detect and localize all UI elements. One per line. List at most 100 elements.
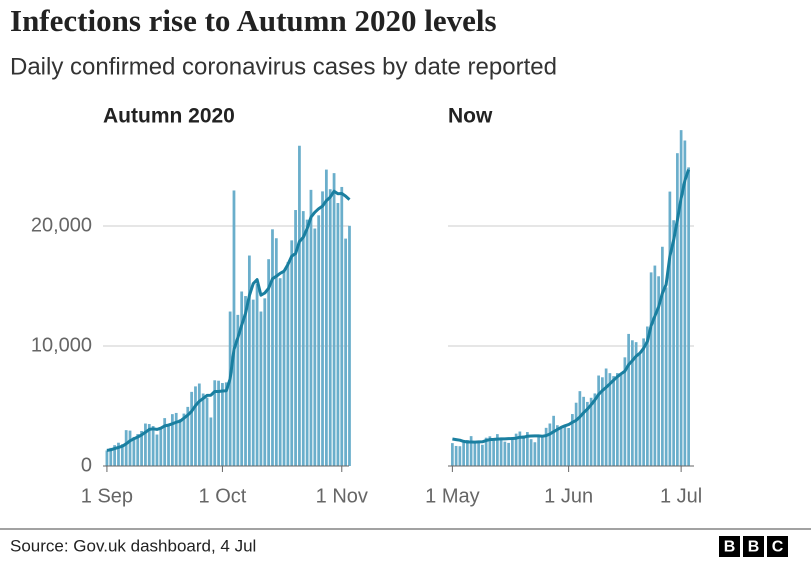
- bar: [186, 406, 190, 466]
- bar: [109, 447, 113, 466]
- bar: [537, 436, 540, 466]
- logo-letter: C: [772, 539, 784, 556]
- bar: [563, 425, 567, 466]
- bar: [228, 311, 232, 466]
- x-tick-label: 1 Jul: [660, 485, 702, 507]
- bar: [328, 189, 332, 466]
- bar: [305, 219, 309, 466]
- y-tick-label: 10,000: [31, 334, 92, 356]
- bar: [167, 425, 170, 466]
- bar: [117, 442, 120, 466]
- bar: [105, 450, 109, 466]
- bar: [182, 413, 186, 466]
- logo-letter: B: [748, 539, 760, 556]
- bar: [324, 169, 328, 466]
- bar: [488, 436, 492, 466]
- bar: [687, 167, 690, 466]
- bar: [458, 446, 462, 466]
- x-tick-label: 1 Oct: [199, 485, 247, 507]
- source: Source: Gov.uk dashboard, 4 Jul: [10, 536, 256, 555]
- bar: [244, 296, 247, 466]
- bar: [496, 434, 499, 466]
- bar: [209, 417, 213, 466]
- bar: [589, 397, 593, 466]
- bar: [128, 430, 132, 466]
- bar: [221, 383, 224, 466]
- bar: [672, 220, 675, 466]
- bar: [263, 298, 267, 466]
- chart-title: Infections rise to Autumn 2020 levels: [10, 3, 497, 38]
- bar: [548, 423, 552, 466]
- bar: [321, 191, 324, 466]
- bar: [499, 439, 503, 466]
- bar: [646, 326, 649, 466]
- bar: [217, 380, 220, 466]
- bar: [676, 153, 679, 466]
- bar: [582, 396, 585, 466]
- bar: [298, 145, 301, 466]
- bar: [290, 240, 294, 466]
- bar: [586, 401, 589, 466]
- bar: [348, 225, 351, 466]
- bar: [454, 445, 458, 466]
- bar: [559, 427, 563, 466]
- bar: [552, 415, 555, 466]
- bar: [529, 439, 533, 466]
- x-tick-label: 1 Jun: [544, 485, 593, 507]
- bar: [120, 444, 124, 466]
- bar: [132, 436, 136, 466]
- bar: [251, 299, 255, 466]
- bar: [544, 427, 548, 466]
- bar: [477, 441, 480, 466]
- bar: [271, 229, 274, 466]
- logo-block: [767, 536, 788, 557]
- bar: [197, 383, 201, 466]
- y-tick-label: 0: [81, 454, 92, 476]
- bar: [178, 419, 182, 466]
- bar: [113, 445, 117, 466]
- bar: [282, 271, 286, 466]
- bar: [511, 437, 514, 466]
- bar: [518, 431, 522, 466]
- bar: [466, 440, 469, 466]
- bar: [492, 438, 495, 466]
- bar: [247, 255, 251, 466]
- bar: [163, 418, 167, 466]
- bar: [201, 393, 205, 466]
- bar: [642, 338, 645, 466]
- bar: [514, 433, 518, 466]
- bar: [634, 342, 638, 466]
- bar: [174, 412, 178, 466]
- bar: [267, 259, 271, 466]
- bar: [526, 432, 529, 466]
- bar: [224, 382, 228, 466]
- bar: [213, 380, 217, 466]
- bar: [294, 210, 297, 466]
- bar: [309, 189, 313, 466]
- x-tick-label: 1 Nov: [316, 485, 368, 507]
- bar: [571, 414, 574, 466]
- bar: [190, 391, 194, 466]
- bar: [507, 442, 510, 466]
- bar: [627, 333, 630, 466]
- bar: [683, 140, 687, 466]
- bar: [140, 430, 143, 466]
- line: [452, 169, 691, 444]
- line: [106, 189, 351, 452]
- bar: [124, 430, 128, 466]
- bar: [522, 435, 525, 466]
- bar: [601, 377, 604, 466]
- logo-letter: B: [724, 539, 736, 556]
- bar: [503, 441, 507, 466]
- bar: [679, 130, 683, 466]
- panel-title: Autumn 2020: [103, 105, 235, 128]
- bar: [344, 238, 348, 466]
- bar: [301, 211, 305, 466]
- bar: [631, 340, 634, 466]
- bar: [578, 391, 582, 466]
- bar: [533, 442, 537, 466]
- panel-title: Now: [448, 105, 493, 128]
- bar: [159, 428, 163, 466]
- bar: [638, 354, 642, 466]
